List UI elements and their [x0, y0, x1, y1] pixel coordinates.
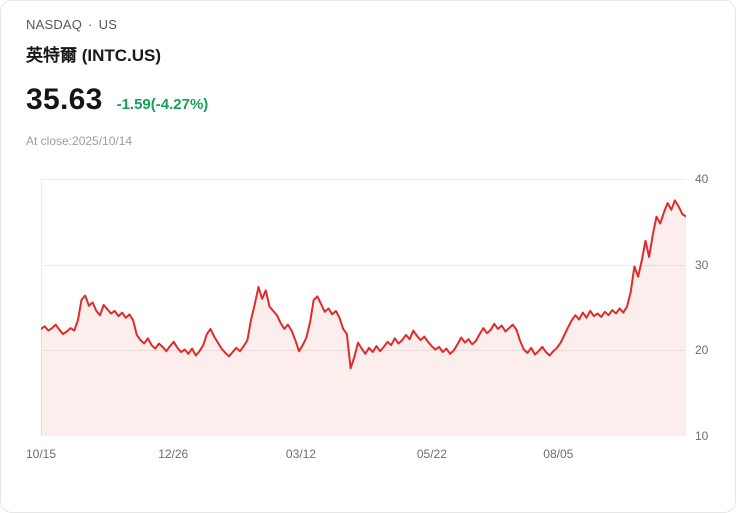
chart-canvas[interactable] [41, 179, 686, 436]
price-row: 35.63 -1.59(-4.27%) [26, 83, 735, 117]
y-axis-label-30: 30 [695, 257, 709, 272]
x-axis-label-2: 03/12 [285, 447, 316, 461]
stock-title: 英特爾 (INTC.US) [26, 46, 162, 65]
y-axis-label-20: 20 [695, 343, 709, 358]
x-axis-label-1: 12/26 [158, 447, 189, 461]
x-axis-label-4: 08/05 [543, 447, 574, 461]
exchange-info: NASDAQ · US [26, 17, 735, 32]
card-content: NASDAQ · US 英特爾 (INTC.US) 35.63 -1.59(-4… [1, 1, 735, 461]
as-of-timestamp: At close:2025/10/14 [26, 134, 133, 148]
exchange-label: NASDAQ [26, 17, 83, 32]
chart-line [41, 200, 686, 368]
gridline-30 [41, 264, 686, 266]
region-label: US [98, 17, 118, 32]
left-axis-line [41, 179, 42, 436]
x-axis-label-0: 10/15 [25, 447, 57, 461]
chart-area-fill [41, 200, 686, 436]
price-change: -1.59(-4.27%) [116, 96, 209, 113]
y-axis-label-40: 40 [695, 172, 709, 186]
x-axis-label-3: 05/22 [416, 447, 447, 461]
price-chart[interactable]: 40 30 20 10 10/15 12/26 03/12 05/22 08/0… [26, 172, 708, 461]
exchange-separator: · [88, 17, 93, 32]
y-axis-label-10: 10 [695, 429, 709, 443]
gridline-40 [41, 179, 686, 180]
last-price: 35.63 [26, 83, 103, 116]
